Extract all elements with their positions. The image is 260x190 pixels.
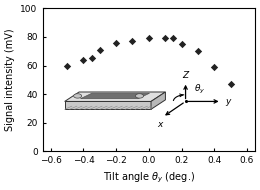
Point — [212, 66, 216, 69]
Y-axis label: Signal intensity (mV): Signal intensity (mV) — [5, 28, 15, 131]
Point — [65, 64, 69, 67]
Point — [196, 50, 200, 53]
Point — [147, 37, 151, 40]
Point — [163, 37, 167, 40]
Point — [179, 43, 184, 46]
Point — [171, 37, 176, 40]
Point — [131, 40, 135, 43]
Point — [114, 41, 118, 44]
Point — [229, 83, 233, 86]
Point — [81, 58, 86, 61]
Point — [98, 48, 102, 51]
Point — [89, 57, 94, 60]
X-axis label: Tilt angle $\theta_y$ (deg.): Tilt angle $\theta_y$ (deg.) — [103, 171, 195, 185]
